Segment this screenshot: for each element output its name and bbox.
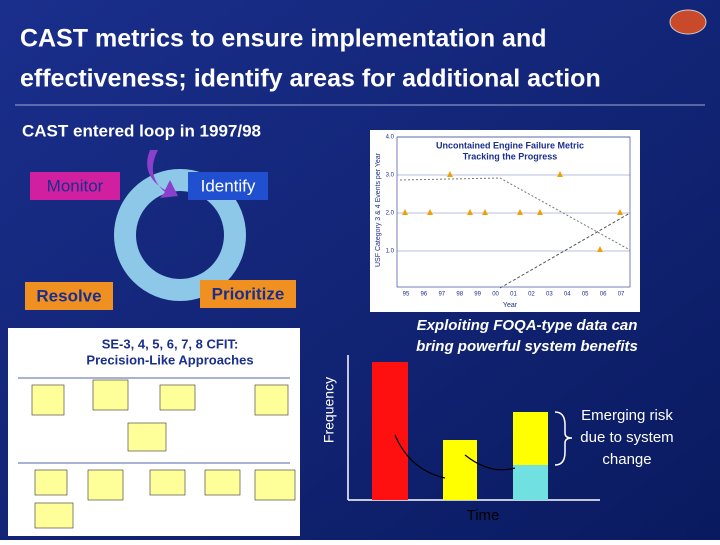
flow-box xyxy=(127,422,167,452)
bar-after xyxy=(443,440,477,500)
event-marker xyxy=(427,209,433,215)
x-axis-label: Time xyxy=(467,507,500,524)
identify-label: Identify xyxy=(201,176,256,195)
foqa-caption: bring powerful system benefits xyxy=(416,338,638,355)
y-axis-label: USF Category 3 & 4 Events per Year xyxy=(375,152,382,267)
chart-panel xyxy=(370,130,640,312)
y-axis-label: Frequency xyxy=(321,377,337,443)
foqa-caption: Exploiting FOQA-type data can xyxy=(417,317,638,334)
flow-title: SE-3, 4, 5, 6, 7, 8 CFIT: xyxy=(102,336,239,351)
monitor-box xyxy=(30,172,120,200)
trend-arrow xyxy=(394,434,446,479)
x-tick-label: 99 xyxy=(474,292,481,298)
x-tick-label: 01 xyxy=(510,292,517,298)
flow-box xyxy=(159,384,196,411)
flow-box xyxy=(254,384,289,416)
flow-box xyxy=(31,384,65,416)
event-marker xyxy=(557,171,563,177)
chart-subtitle: Tracking the Progress xyxy=(463,151,558,161)
logo xyxy=(669,9,707,35)
flow-box xyxy=(87,469,124,501)
identify-box xyxy=(188,172,268,200)
event-marker xyxy=(517,209,523,215)
x-tick-label: 04 xyxy=(564,292,571,298)
event-marker xyxy=(402,209,408,215)
flow-box xyxy=(149,469,186,496)
metric-chart: Uncontained Engine Failure Metric Tracki… xyxy=(370,130,640,312)
flow-box xyxy=(254,469,296,501)
entry-arrow xyxy=(147,150,178,198)
flow-chart: SE-3, 4, 5, 6, 7, 8 CFIT: Precision-Like… xyxy=(8,328,300,536)
y-tick-label: 3.0 xyxy=(386,173,395,179)
monitor-label: Monitor xyxy=(47,176,104,195)
event-marker xyxy=(617,209,623,215)
note: Emerging risk xyxy=(581,407,673,424)
brace xyxy=(554,411,573,466)
x-tick-label: 02 xyxy=(528,292,535,298)
cycle-diagram: Monitor Identify Resolve Prioritize xyxy=(25,150,296,310)
x-tick-label: 00 xyxy=(492,292,499,298)
x-tick-label: 98 xyxy=(456,292,463,298)
y-tick-label: 2.0 xyxy=(386,211,395,217)
flow-box xyxy=(92,379,129,411)
flow-box xyxy=(34,469,68,496)
note: due to system xyxy=(580,429,673,446)
x-tick-label: 03 xyxy=(546,292,553,298)
resolve-box xyxy=(25,282,113,310)
title: effectiveness; identify areas for additi… xyxy=(20,65,601,93)
cycle-ring xyxy=(114,169,246,301)
event-marker xyxy=(597,246,603,252)
note: change xyxy=(602,451,651,468)
x-tick-label: 06 xyxy=(600,292,607,298)
prioritize-box xyxy=(200,280,296,308)
x-tick-label: 95 xyxy=(403,292,410,298)
trend-line xyxy=(499,212,631,289)
x-tick-label: 97 xyxy=(438,292,445,298)
flow-box xyxy=(34,502,74,529)
y-tick-label: 1.0 xyxy=(386,249,395,255)
x-tick-label: 05 xyxy=(582,292,589,298)
bar-emerging xyxy=(513,465,548,500)
subtitle: CAST entered loop in 1997/98 xyxy=(22,121,261,140)
flow-title: Precision-Like Approaches xyxy=(86,352,253,367)
x-tick-label: 96 xyxy=(421,292,428,298)
event-marker xyxy=(482,209,488,215)
goal-line xyxy=(399,177,631,251)
flow-box xyxy=(204,469,241,496)
bar-later xyxy=(513,412,548,465)
x-tick-label: 07 xyxy=(618,292,625,298)
y-tick-label: 4.0 xyxy=(386,135,395,141)
x-axis-label: Year xyxy=(503,302,518,309)
foqa-diagram: Exploiting FOQA-type data can bring powe… xyxy=(321,317,674,524)
event-marker xyxy=(467,209,473,215)
chart-title: Uncontained Engine Failure Metric xyxy=(436,140,584,150)
event-marker xyxy=(537,209,543,215)
title: CAST metrics to ensure implementation an… xyxy=(20,25,547,53)
prioritize-label: Prioritize xyxy=(212,284,285,303)
trend-arrow xyxy=(464,454,516,471)
bar-before xyxy=(372,362,408,500)
event-marker xyxy=(447,171,453,177)
resolve-label: Resolve xyxy=(36,286,101,305)
